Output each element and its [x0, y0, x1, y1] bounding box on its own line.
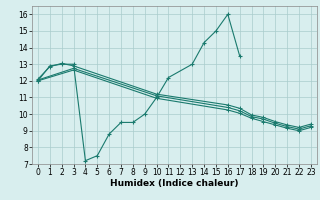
X-axis label: Humidex (Indice chaleur): Humidex (Indice chaleur)	[110, 179, 239, 188]
